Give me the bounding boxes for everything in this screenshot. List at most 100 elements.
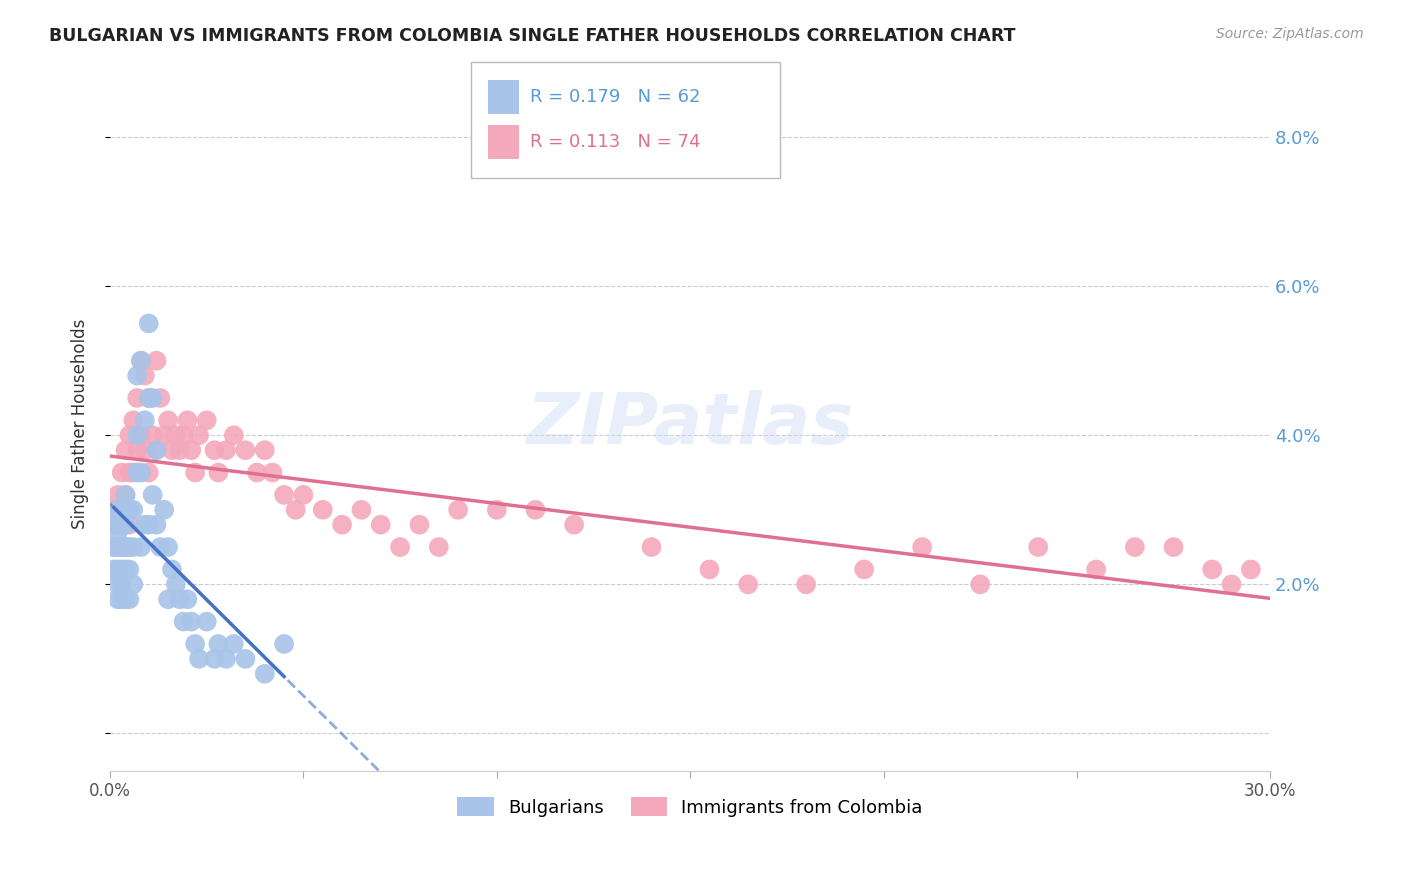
Point	[215, 652, 238, 666]
Point	[114, 503, 136, 517]
Point	[524, 503, 547, 517]
Point	[1201, 562, 1223, 576]
Point	[207, 466, 229, 480]
Point	[118, 592, 141, 607]
Point	[114, 540, 136, 554]
Point	[370, 517, 392, 532]
Point	[107, 517, 129, 532]
Point	[188, 652, 211, 666]
Point	[142, 391, 165, 405]
Text: R = 0.113   N = 74: R = 0.113 N = 74	[530, 133, 700, 151]
Point	[253, 666, 276, 681]
Point	[173, 615, 195, 629]
Point	[153, 503, 176, 517]
Point	[273, 488, 295, 502]
Text: ZIPatlas: ZIPatlas	[526, 390, 853, 458]
Point	[129, 466, 152, 480]
Point	[134, 517, 156, 532]
Point	[1240, 562, 1263, 576]
Point	[157, 413, 180, 427]
Text: BULGARIAN VS IMMIGRANTS FROM COLOMBIA SINGLE FATHER HOUSEHOLDS CORRELATION CHART: BULGARIAN VS IMMIGRANTS FROM COLOMBIA SI…	[49, 27, 1015, 45]
Point	[127, 428, 149, 442]
Point	[330, 517, 353, 532]
Point	[408, 517, 430, 532]
Point	[1163, 540, 1185, 554]
Point	[127, 466, 149, 480]
Point	[204, 443, 226, 458]
Point	[284, 503, 307, 517]
Point	[107, 488, 129, 502]
Point	[103, 562, 125, 576]
Point	[111, 466, 134, 480]
Point	[246, 466, 269, 480]
Point	[114, 488, 136, 502]
Point	[1026, 540, 1049, 554]
Point	[129, 353, 152, 368]
Point	[134, 413, 156, 427]
Point	[1220, 577, 1243, 591]
Point	[118, 517, 141, 532]
Point	[447, 503, 470, 517]
Point	[138, 317, 160, 331]
Legend: Bulgarians, Immigrants from Colombia: Bulgarians, Immigrants from Colombia	[450, 790, 929, 824]
Point	[111, 517, 134, 532]
Point	[114, 592, 136, 607]
Point	[103, 540, 125, 554]
Point	[111, 577, 134, 591]
Point	[195, 413, 218, 427]
Point	[160, 443, 183, 458]
Point	[253, 443, 276, 458]
Point	[118, 503, 141, 517]
Point	[127, 443, 149, 458]
Point	[195, 615, 218, 629]
Point	[127, 368, 149, 383]
Point	[188, 428, 211, 442]
Point	[184, 637, 207, 651]
Point	[911, 540, 934, 554]
Point	[111, 592, 134, 607]
Point	[122, 466, 145, 480]
Point	[173, 428, 195, 442]
Point	[145, 353, 167, 368]
Point	[114, 517, 136, 532]
Point	[142, 488, 165, 502]
Point	[129, 353, 152, 368]
Point	[204, 652, 226, 666]
Point	[157, 592, 180, 607]
Point	[114, 562, 136, 576]
Point	[103, 517, 125, 532]
Point	[118, 562, 141, 576]
Point	[107, 562, 129, 576]
Point	[122, 577, 145, 591]
Point	[122, 540, 145, 554]
Point	[114, 488, 136, 502]
Point	[737, 577, 759, 591]
Point	[169, 592, 191, 607]
Point	[235, 443, 257, 458]
Y-axis label: Single Father Households: Single Father Households	[72, 318, 89, 529]
Point	[107, 592, 129, 607]
Point	[107, 540, 129, 554]
Point	[145, 443, 167, 458]
Point	[129, 428, 152, 442]
Text: R = 0.179   N = 62: R = 0.179 N = 62	[530, 88, 700, 106]
Point	[160, 562, 183, 576]
Point	[111, 517, 134, 532]
Point	[169, 443, 191, 458]
Point	[114, 540, 136, 554]
Point	[165, 577, 187, 591]
Point	[122, 413, 145, 427]
Point	[153, 428, 176, 442]
Point	[292, 488, 315, 502]
Point	[107, 577, 129, 591]
Point	[127, 391, 149, 405]
Point	[145, 443, 167, 458]
Point	[107, 503, 129, 517]
Point	[1085, 562, 1108, 576]
Point	[215, 443, 238, 458]
Point	[157, 540, 180, 554]
Point	[207, 637, 229, 651]
Point	[107, 525, 129, 540]
Point	[118, 466, 141, 480]
Point	[427, 540, 450, 554]
